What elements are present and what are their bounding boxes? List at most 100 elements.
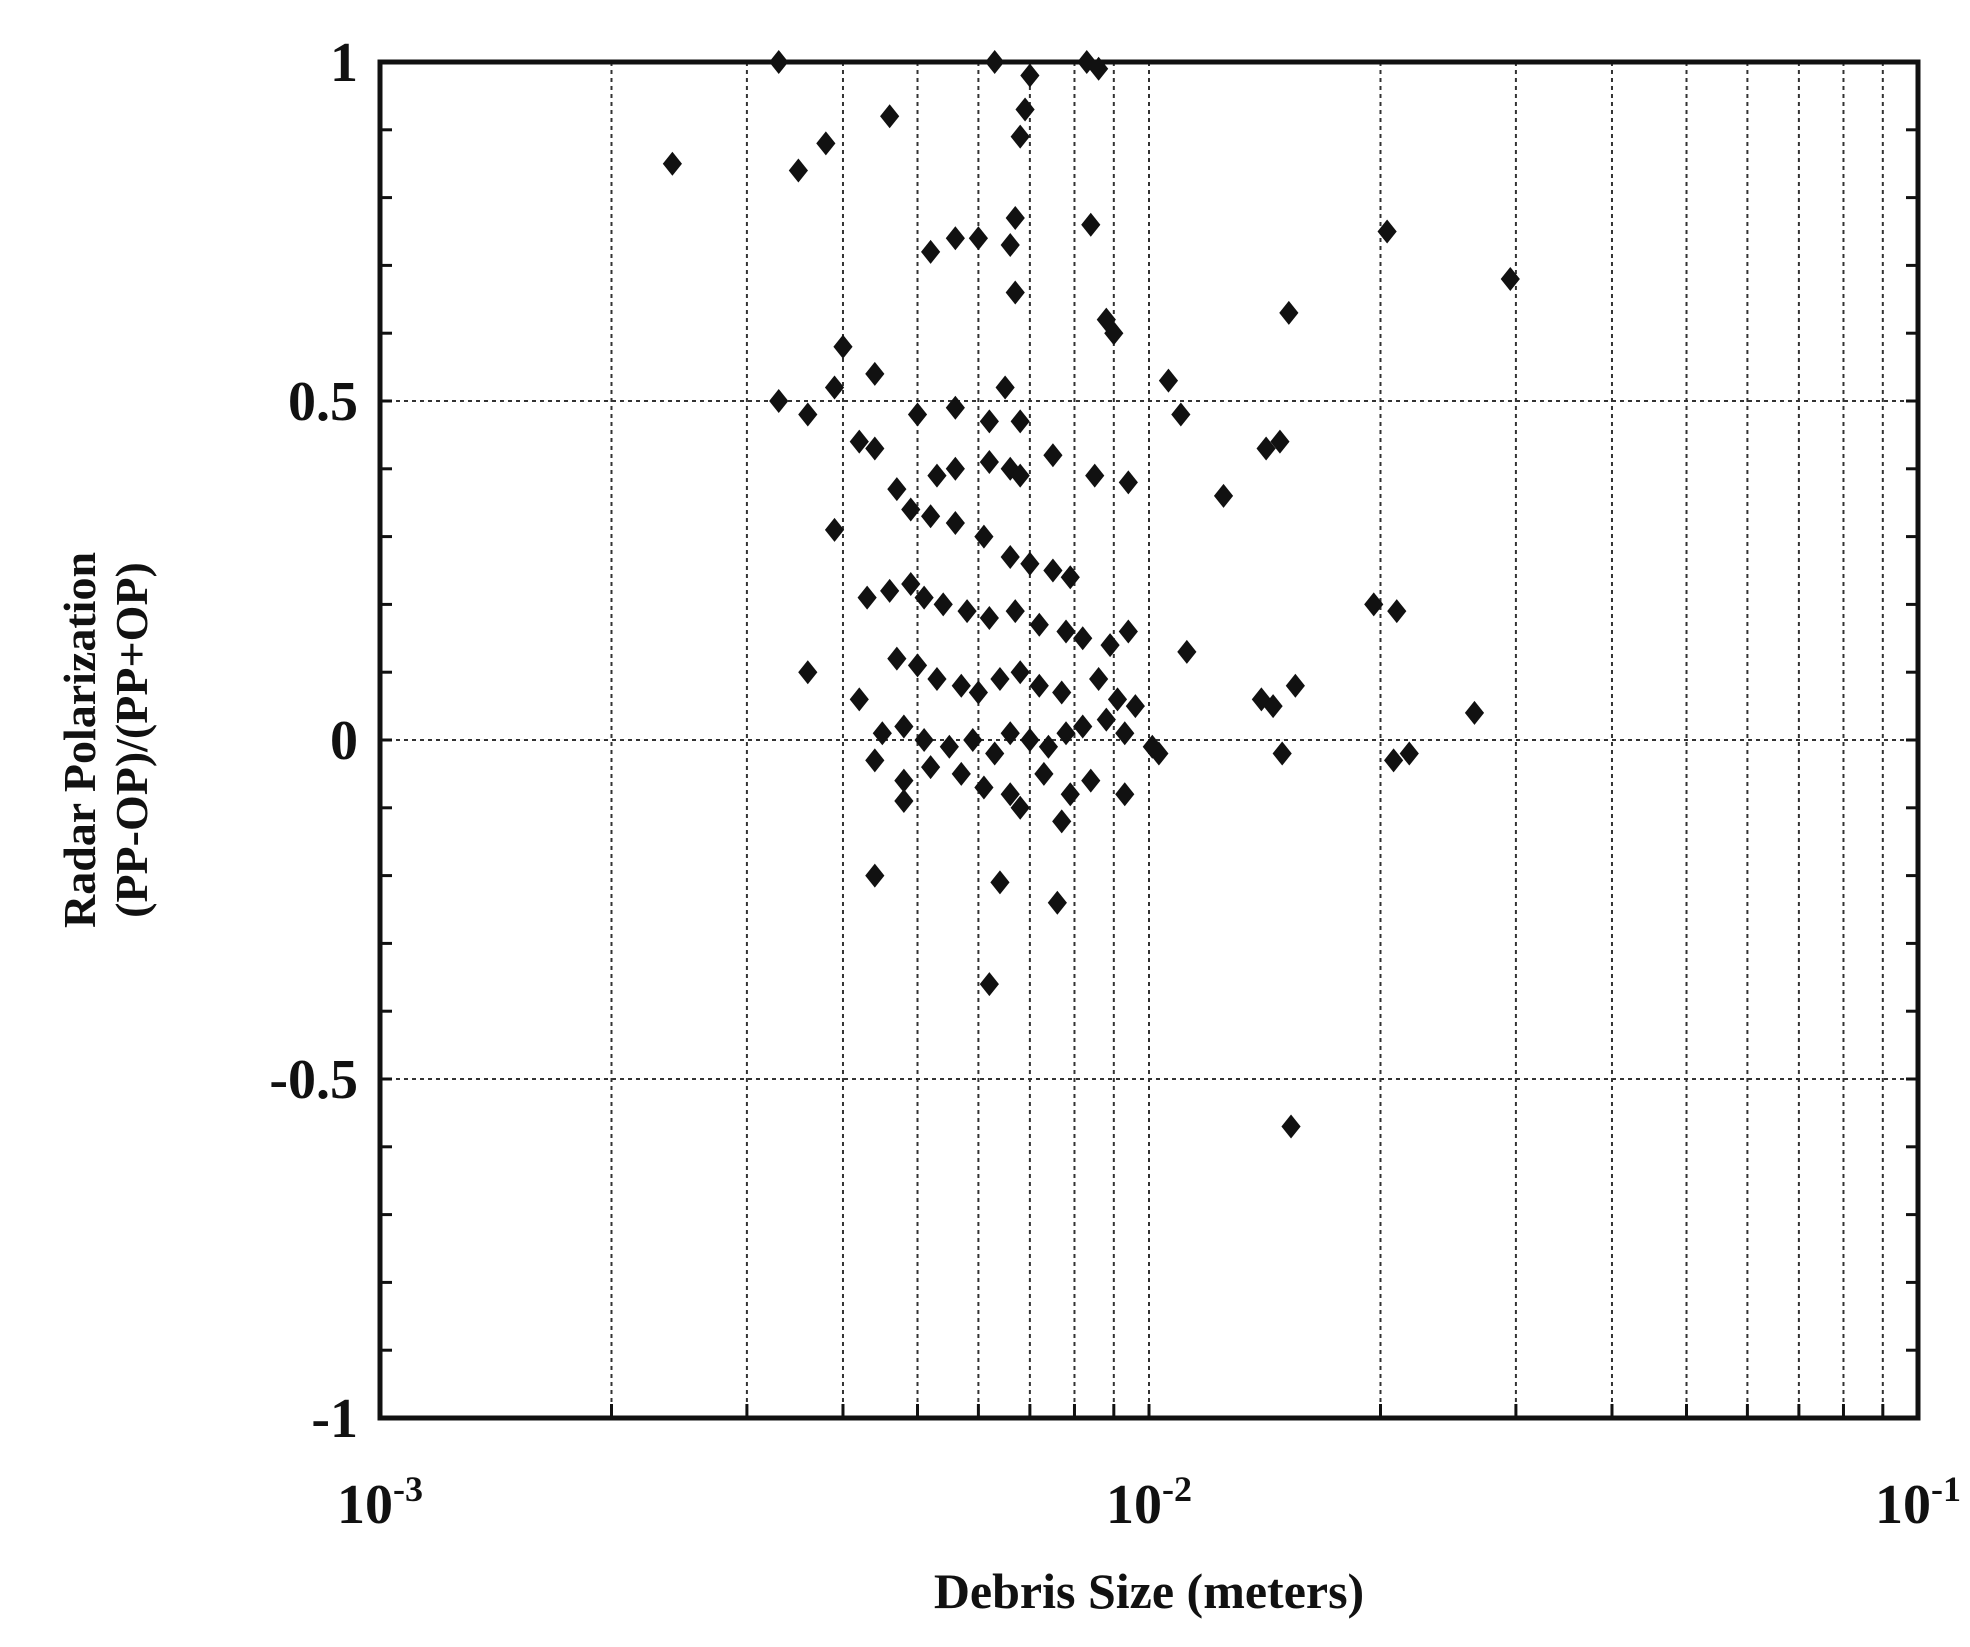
data-point — [1270, 429, 1290, 454]
data-point — [1118, 470, 1138, 495]
data-point — [1010, 795, 1030, 820]
x-tick-label-exponent: -1 — [1931, 1469, 1961, 1509]
data-point — [1005, 205, 1025, 230]
data-point — [1043, 558, 1063, 583]
data-point — [1149, 741, 1169, 766]
data-point — [1047, 890, 1067, 915]
x-tick-labels: 10-3 10-2 10-1 — [337, 1469, 1961, 1536]
data-point — [1073, 714, 1093, 739]
plot-frame — [377, 59, 1921, 1421]
data-point — [974, 775, 994, 800]
x-tick-label-base: 10 — [1106, 1474, 1162, 1536]
data-point — [894, 714, 914, 739]
data-point — [1056, 721, 1076, 746]
data-point — [914, 728, 934, 752]
data-point — [880, 104, 900, 129]
data-point — [1038, 734, 1059, 759]
data-points — [662, 50, 1520, 1139]
x-tick-label: 10-1 — [1875, 1469, 1961, 1536]
data-point — [1115, 782, 1135, 807]
data-point — [914, 585, 934, 610]
y-axis-title: Radar Polarization (PP-OP)/(PP+OP) — [54, 552, 157, 928]
data-point — [901, 497, 921, 522]
data-point — [1104, 321, 1124, 346]
data-point — [1263, 694, 1283, 719]
data-point — [995, 375, 1015, 400]
data-point — [857, 585, 877, 610]
x-tick-label-base: 10 — [1875, 1474, 1931, 1536]
y-tick-label: 0 — [330, 710, 358, 772]
data-point — [921, 239, 941, 264]
data-point — [968, 226, 988, 251]
data-point — [769, 389, 789, 413]
data-point — [1073, 626, 1093, 651]
data-point — [788, 158, 808, 183]
data-point — [1000, 544, 1020, 569]
data-point — [1000, 782, 1020, 807]
data-point — [974, 524, 994, 549]
data-point — [1387, 599, 1407, 624]
y-tick-label: 0.5 — [288, 371, 358, 433]
data-point — [865, 436, 885, 461]
data-point — [865, 748, 885, 773]
data-point — [1089, 666, 1109, 691]
data-point — [1020, 728, 1040, 752]
data-point — [921, 755, 941, 780]
data-point — [1010, 409, 1030, 434]
data-point — [1052, 809, 1072, 834]
data-point — [921, 504, 941, 529]
data-point — [945, 456, 965, 481]
y-axis-title-line1: Radar Polarization — [54, 552, 105, 928]
data-point — [1256, 436, 1276, 461]
data-point — [1010, 463, 1030, 488]
data-point — [887, 477, 907, 502]
data-point — [907, 653, 928, 678]
data-point — [1010, 660, 1030, 685]
data-point — [1096, 707, 1116, 732]
data-point — [927, 666, 947, 691]
data-point — [887, 646, 907, 671]
y-tick-label: 1 — [330, 32, 358, 94]
data-point — [1029, 612, 1049, 637]
data-point — [957, 599, 977, 624]
data-point — [945, 511, 965, 536]
x-axis-title: Debris Size (meters) — [934, 1563, 1364, 1619]
data-point — [1100, 633, 1120, 658]
data-point — [833, 334, 853, 359]
data-point — [1118, 619, 1138, 644]
data-point — [865, 361, 885, 386]
data-point — [849, 687, 869, 712]
data-point — [951, 761, 971, 786]
data-point — [990, 870, 1010, 895]
data-point — [1052, 680, 1072, 705]
data-point — [1081, 212, 1101, 237]
data-point — [769, 50, 789, 74]
data-point — [1034, 761, 1054, 786]
x-tick-label: 10-3 — [337, 1469, 423, 1536]
x-tick-label: 10-2 — [1106, 1469, 1192, 1536]
data-point — [979, 972, 999, 997]
data-point — [1464, 700, 1485, 725]
data-point — [1020, 63, 1040, 88]
x-tick-label-exponent: -2 — [1162, 1469, 1192, 1509]
data-point — [1115, 721, 1135, 746]
data-point — [894, 768, 914, 793]
data-point — [816, 131, 836, 156]
data-point — [798, 402, 818, 427]
data-point — [979, 409, 999, 434]
x-tick-label-base: 10 — [337, 1474, 393, 1536]
y-axis-title-line2: (PP-OP)/(PP+OP) — [106, 562, 157, 918]
data-point — [880, 578, 900, 603]
data-point — [1500, 266, 1520, 291]
data-point — [1060, 782, 1080, 807]
data-point — [1015, 97, 1035, 122]
data-point — [1364, 592, 1384, 617]
data-point — [1056, 619, 1076, 644]
data-point — [963, 728, 983, 752]
data-point — [1060, 565, 1080, 590]
data-point — [907, 402, 928, 427]
data-point — [1158, 368, 1179, 393]
data-point — [985, 50, 1005, 74]
data-point — [1010, 124, 1030, 149]
